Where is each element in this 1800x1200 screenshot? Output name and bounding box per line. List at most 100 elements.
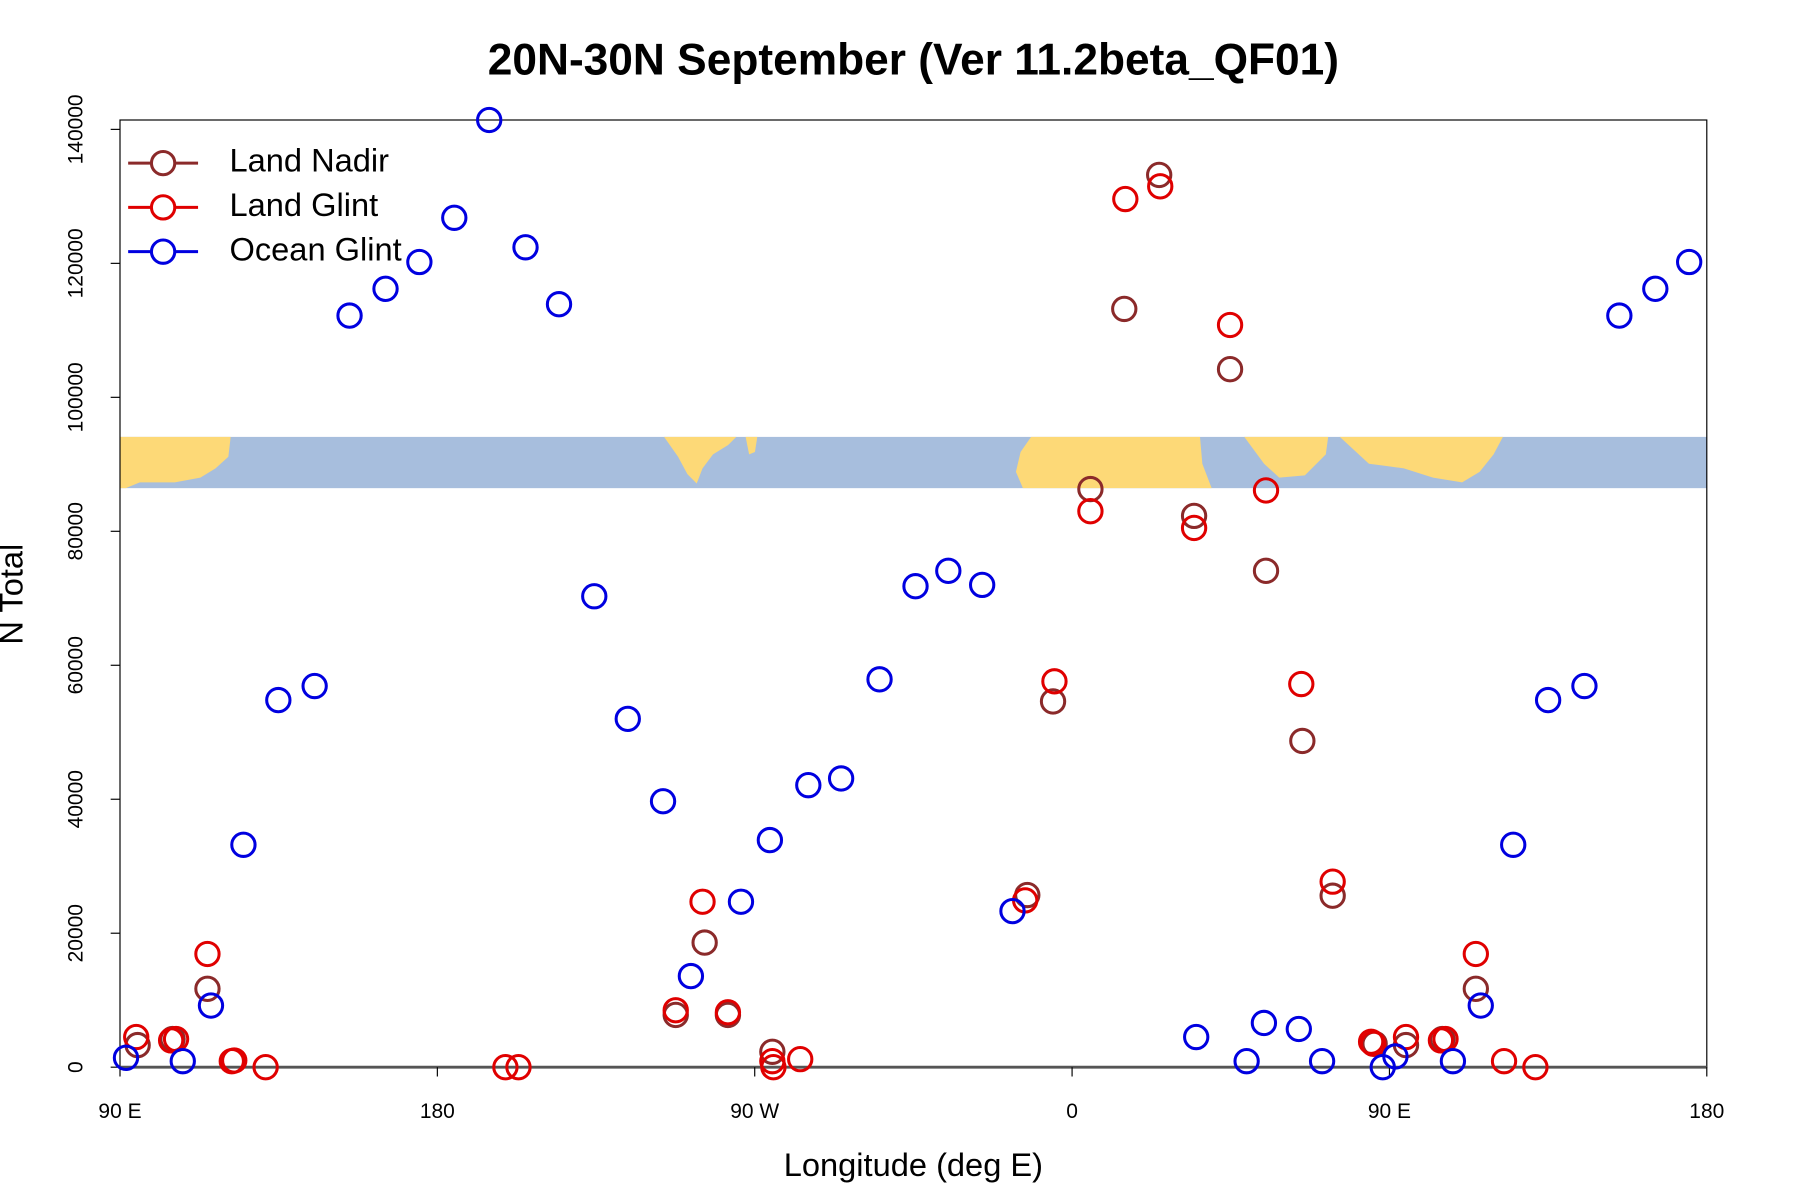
point [1319, 868, 1346, 895]
y-tick-label: 60000 [64, 636, 87, 694]
chart-title: 20N-30N September (Ver 11.2beta_QF01) [488, 36, 1339, 85]
x-tick-label: 180 [1689, 1100, 1724, 1123]
point [406, 248, 433, 276]
point [1522, 1054, 1549, 1081]
point [1490, 1047, 1518, 1075]
point [1382, 1043, 1409, 1070]
point [935, 557, 962, 584]
point [194, 975, 221, 1002]
y-axis-label: N Total [0, 544, 30, 645]
point [1462, 940, 1489, 968]
point [1250, 1009, 1278, 1037]
point [1606, 302, 1633, 329]
point [265, 686, 292, 714]
point [197, 992, 225, 1019]
point [727, 888, 755, 915]
point [1319, 882, 1346, 909]
point [194, 940, 221, 968]
x-tick-label: 90 E [1368, 1100, 1411, 1123]
point [505, 1054, 532, 1081]
point [714, 999, 742, 1026]
point [649, 788, 677, 815]
point [1111, 295, 1138, 323]
y-tick-label: 40000 [64, 770, 87, 828]
point [1642, 275, 1669, 302]
point [614, 705, 641, 733]
point [545, 291, 573, 318]
point [1571, 672, 1598, 700]
point [1077, 498, 1104, 525]
x-tick-label: 0 [1066, 1100, 1078, 1123]
point [1357, 1028, 1385, 1055]
point [230, 831, 257, 858]
point [1360, 1030, 1387, 1057]
legend-symbol [149, 238, 177, 265]
point [112, 1044, 140, 1071]
point [169, 1047, 196, 1075]
point [1252, 477, 1280, 504]
legend-symbol [149, 149, 177, 177]
x-axis-label: Longitude (deg E) [784, 1146, 1043, 1183]
point [441, 204, 468, 231]
y-tick-label: 100000 [64, 362, 87, 432]
point [372, 275, 399, 302]
point [1534, 686, 1562, 714]
point [1216, 356, 1244, 383]
point [1462, 975, 1489, 1002]
point [795, 772, 822, 799]
point [1439, 1047, 1467, 1075]
point [866, 666, 893, 693]
point [1500, 831, 1527, 858]
point [252, 1054, 279, 1081]
legend-label: Land Nadir [230, 142, 390, 179]
point [1183, 1023, 1210, 1051]
point [760, 1054, 787, 1081]
point [677, 962, 705, 990]
point [581, 583, 608, 610]
point [301, 672, 328, 700]
point [476, 106, 503, 134]
point [1146, 161, 1173, 189]
x-tick-label: 90 E [98, 1100, 141, 1123]
point [999, 897, 1026, 925]
point [336, 302, 363, 329]
legend-symbol [149, 194, 177, 221]
point [662, 997, 689, 1024]
point [123, 1023, 150, 1051]
point [787, 1045, 814, 1073]
point [1180, 514, 1208, 542]
y-tick-label: 20000 [64, 904, 87, 962]
point [827, 765, 855, 792]
point [1676, 248, 1703, 276]
x-tick-label: 90 W [730, 1100, 779, 1123]
point [1041, 668, 1068, 695]
point [1112, 185, 1139, 213]
point [1039, 688, 1067, 715]
legend-label: Ocean Glint [230, 230, 402, 267]
point [691, 929, 718, 956]
y-tick-label: 80000 [64, 502, 87, 560]
point [1180, 502, 1208, 530]
marks [112, 106, 1703, 1081]
point [1216, 311, 1244, 339]
point [492, 1054, 519, 1081]
point [512, 234, 539, 261]
point [1233, 1047, 1260, 1075]
y-tick-label: 140000 [64, 94, 87, 164]
legend: Land Nadir Land Glint Ocean Glint [128, 142, 402, 267]
point [1285, 1015, 1312, 1043]
point [1288, 670, 1315, 698]
point [1147, 173, 1174, 200]
point [756, 826, 784, 854]
point [1467, 992, 1494, 1019]
point [759, 1038, 786, 1065]
y-tick-label: 120000 [64, 228, 87, 298]
point [902, 573, 929, 600]
point [689, 888, 716, 915]
point [968, 571, 996, 599]
y-tick-label: 0 [64, 1061, 87, 1073]
point [1252, 557, 1280, 584]
point [1289, 727, 1316, 755]
map-strip [120, 436, 1707, 489]
